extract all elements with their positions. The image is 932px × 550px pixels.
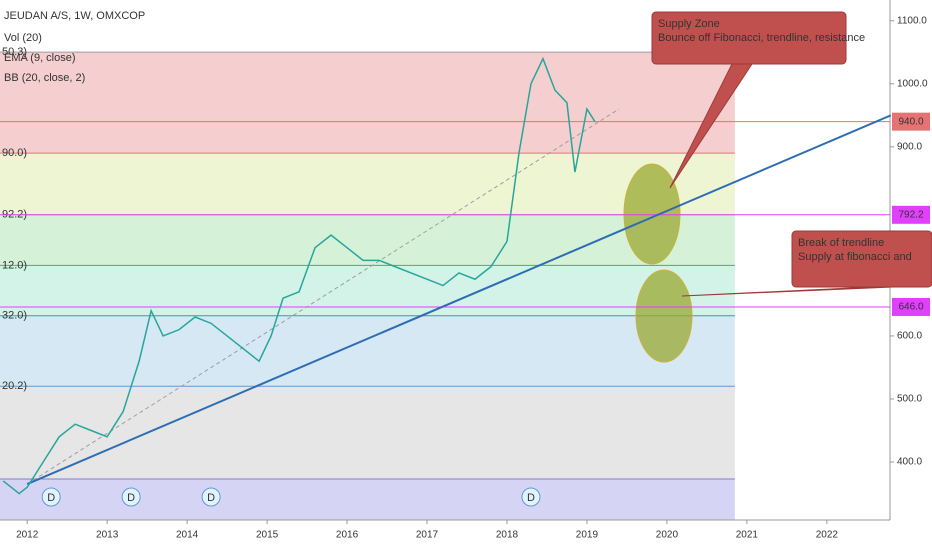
x-tick-label: 2020	[656, 530, 679, 541]
callout-box	[791, 230, 932, 288]
price-label: 792.2	[898, 209, 923, 220]
fib-band	[0, 315, 735, 387]
y-tick-label: 1000.0	[897, 78, 928, 89]
dividend-marker	[41, 487, 61, 507]
dividend-label: D	[527, 492, 535, 504]
x-tick-label: 2017	[416, 530, 439, 541]
y-tick-label: 600.0	[897, 331, 922, 342]
fib-label: 32.0)	[2, 310, 27, 322]
callout-text: Break of trendline	[798, 237, 884, 249]
x-tick-label: 2022	[816, 530, 839, 541]
indicator-label: EMA (9, close)	[4, 52, 76, 64]
indicator-label: Vol (20)	[4, 32, 42, 44]
fib-label: 20.2)	[2, 380, 27, 392]
dividend-marker	[521, 487, 541, 507]
trendline	[26, 114, 892, 485]
y-tick-label: 400.0	[897, 457, 922, 468]
fib-band	[0, 265, 735, 316]
dividend-label: D	[47, 492, 55, 504]
fib-band	[0, 153, 735, 215]
x-tick-label: 2015	[256, 530, 279, 541]
fib-label: 90.0)	[2, 147, 27, 159]
dividend-label: D	[207, 492, 215, 504]
zone-ellipse	[635, 269, 693, 363]
price-line	[2, 56, 596, 495]
x-tick-label: 2014	[176, 530, 199, 541]
fib-label: 12.0)	[2, 259, 27, 271]
dividend-marker	[201, 487, 221, 507]
price-label: 940.0	[898, 116, 923, 127]
dashed-line	[26, 108, 620, 485]
price-label-box	[892, 297, 930, 316]
x-tick-label: 2012	[16, 530, 39, 541]
y-tick-label: 1100.0	[897, 15, 927, 26]
fib-band	[0, 479, 735, 520]
fib-band	[0, 386, 735, 480]
zone-ellipse	[623, 163, 681, 265]
x-tick-label: 2019	[576, 530, 599, 541]
dividend-marker	[121, 487, 141, 507]
indicator-label: BB (20, close, 2)	[4, 72, 85, 84]
fib-band	[0, 214, 735, 266]
x-tick-label: 2018	[496, 530, 519, 541]
price-label-box	[892, 205, 930, 224]
x-tick-label: 2021	[736, 530, 759, 541]
callout-box	[651, 11, 847, 65]
y-tick-label: 500.0	[897, 394, 922, 405]
y-tick-label: 900.0	[897, 142, 922, 153]
price-label-box	[892, 112, 930, 131]
callout-text: Bounce off Fibonacci, trendline, resista…	[658, 32, 865, 44]
callout-text: Supply Zone	[658, 18, 720, 30]
fib-label: 50.3)	[2, 46, 27, 58]
chart-title: JEUDAN A/S, 1W, OMXCOP	[4, 10, 145, 22]
dividend-label: D	[127, 492, 135, 504]
fib-band	[0, 52, 735, 154]
callout-text: Supply at fibonacci and	[798, 251, 912, 263]
x-tick-label: 2013	[96, 530, 119, 541]
price-label: 646.0	[898, 302, 923, 313]
x-tick-label: 2016	[336, 530, 359, 541]
